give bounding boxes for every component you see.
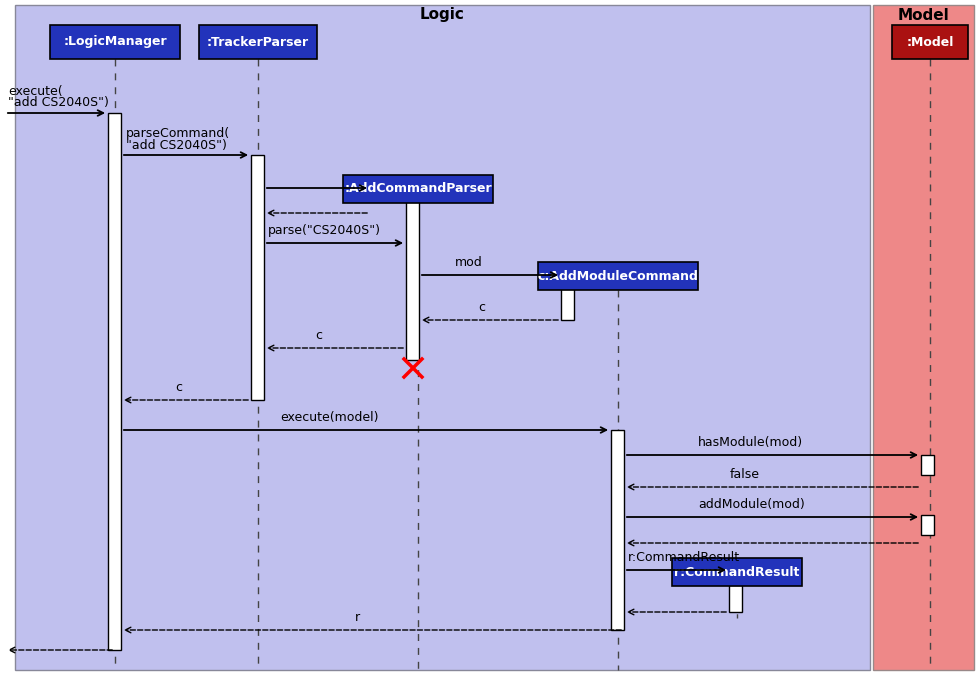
Text: :Model: :Model — [906, 36, 953, 49]
Bar — [920, 455, 933, 475]
Bar — [920, 515, 933, 535]
Text: "add CS2040S"): "add CS2040S") — [126, 139, 227, 152]
Bar — [560, 275, 573, 320]
Text: :LogicManager: :LogicManager — [64, 36, 166, 49]
Bar — [406, 200, 419, 360]
Bar — [15, 5, 869, 670]
Text: c:AddModuleCommand: c:AddModuleCommand — [537, 270, 697, 282]
Bar — [342, 175, 493, 203]
Bar — [729, 585, 741, 612]
Text: Model: Model — [897, 7, 949, 22]
Text: execute(: execute( — [8, 85, 63, 98]
Text: "add CS2040S"): "add CS2040S") — [8, 96, 109, 109]
Text: c: c — [315, 329, 322, 342]
Bar — [108, 113, 121, 650]
Bar — [610, 430, 623, 630]
Text: mod: mod — [455, 256, 482, 269]
Bar — [872, 5, 973, 670]
Bar — [199, 25, 317, 59]
Text: r:CommandResult: r:CommandResult — [674, 565, 799, 578]
Bar — [538, 262, 697, 290]
Text: :TrackerParser: :TrackerParser — [206, 36, 309, 49]
Text: false: false — [730, 468, 759, 481]
Text: parseCommand(: parseCommand( — [126, 127, 230, 140]
Text: r:CommandResult: r:CommandResult — [627, 551, 739, 564]
Text: c: c — [175, 381, 182, 394]
Text: c: c — [477, 301, 484, 314]
Text: execute(model): execute(model) — [280, 411, 378, 424]
Bar — [250, 155, 264, 400]
Text: addModule(mod): addModule(mod) — [697, 498, 804, 511]
Bar — [50, 25, 180, 59]
Bar — [891, 25, 967, 59]
Text: :AddCommandParser: :AddCommandParser — [344, 183, 491, 195]
Text: parse("CS2040S"): parse("CS2040S") — [268, 224, 380, 237]
Text: Logic: Logic — [420, 7, 465, 22]
Text: hasModule(mod): hasModule(mod) — [697, 436, 802, 449]
Text: r: r — [355, 611, 360, 624]
Bar — [671, 558, 801, 586]
